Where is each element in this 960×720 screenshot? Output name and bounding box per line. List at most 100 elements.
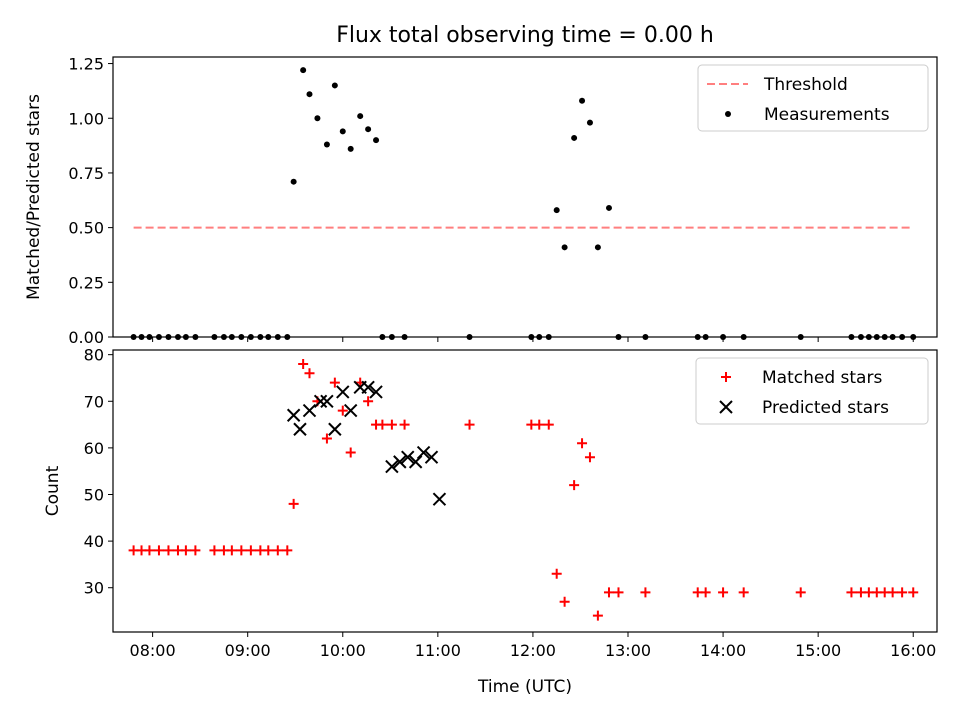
measurement-point bbox=[545, 334, 552, 340]
measurement-point bbox=[857, 334, 864, 340]
legend-measurement-swatch bbox=[725, 111, 731, 117]
predicted-star-point bbox=[336, 385, 350, 399]
measurement-point bbox=[331, 82, 338, 89]
legend-box bbox=[695, 357, 929, 425]
measurement-point bbox=[247, 334, 254, 340]
matched-star-point bbox=[559, 596, 570, 607]
y-tick-label: 0.75 bbox=[68, 164, 104, 183]
matched-star-point bbox=[377, 419, 388, 430]
predicted-star-point bbox=[424, 450, 439, 464]
matched-star-point bbox=[399, 419, 410, 430]
predicted-star-point bbox=[302, 403, 317, 418]
matched-star-point bbox=[795, 587, 806, 598]
measurement-point bbox=[238, 334, 245, 340]
matched-star-point bbox=[153, 545, 164, 556]
matched-star-point bbox=[363, 396, 374, 407]
matched-star-point bbox=[263, 545, 274, 556]
legend: Matched stars Predicted stars bbox=[695, 357, 929, 425]
x-tick-label: 13:00 bbox=[605, 641, 651, 660]
predicted-star-point bbox=[393, 455, 407, 469]
matched-star-point bbox=[321, 433, 332, 444]
chart-title: Flux total observing time = 0.00 h bbox=[336, 23, 714, 48]
measurement-point bbox=[314, 115, 321, 122]
matched-star-point bbox=[551, 568, 562, 579]
measurement-point bbox=[561, 244, 568, 251]
measurement-point bbox=[220, 334, 227, 340]
legend-label: Measurements bbox=[764, 105, 890, 125]
measurement-point bbox=[347, 145, 354, 152]
measurement-point bbox=[339, 128, 346, 135]
matched-star-point bbox=[569, 480, 580, 491]
x-tick-label: 16:00 bbox=[890, 641, 936, 660]
predicted-star-point bbox=[432, 492, 447, 506]
matched-star-point bbox=[386, 419, 397, 430]
x-tick-label: 12:00 bbox=[510, 641, 556, 660]
measurement-point bbox=[889, 334, 896, 340]
predicted-star-point bbox=[369, 385, 383, 399]
matched-star-point bbox=[180, 545, 191, 556]
predicted-star-point bbox=[293, 422, 307, 436]
measurement-point bbox=[881, 334, 888, 340]
x-tick-label: 09:00 bbox=[225, 641, 271, 660]
matched-star-point bbox=[337, 405, 348, 416]
measurement-point bbox=[865, 334, 872, 340]
y-tick-label: 50 bbox=[84, 485, 104, 504]
predicted-star-point bbox=[361, 380, 375, 394]
measurement-point bbox=[528, 334, 535, 340]
measurement-point bbox=[274, 334, 281, 340]
series-predicted-stars bbox=[286, 380, 447, 506]
matched-star-point bbox=[718, 587, 729, 598]
measurement-point bbox=[146, 334, 153, 340]
measurement-point bbox=[379, 334, 386, 340]
legend: Threshold Measurements bbox=[697, 64, 929, 132]
measurement-point bbox=[694, 334, 701, 340]
measurement-point bbox=[740, 334, 747, 340]
y-tick-label: 40 bbox=[84, 532, 104, 551]
measurement-point bbox=[720, 334, 727, 340]
measurement-point bbox=[702, 334, 709, 340]
predicted-star-point bbox=[313, 394, 328, 408]
measurement-point bbox=[615, 334, 622, 340]
matched-star-point bbox=[464, 419, 475, 430]
matched-star-point bbox=[700, 587, 711, 598]
y-axis-label: Count bbox=[43, 465, 63, 516]
x-axis-label: Time (UTC) bbox=[477, 677, 572, 697]
measurement-point bbox=[594, 244, 601, 251]
measurement-point bbox=[165, 334, 172, 340]
y-tick-label: 1.25 bbox=[68, 55, 104, 74]
matched-star-point bbox=[282, 545, 293, 556]
measurement-point bbox=[466, 334, 473, 340]
x-tick-label: 14:00 bbox=[700, 641, 746, 660]
y-tick-label: 60 bbox=[84, 439, 104, 458]
predicted-star-point bbox=[416, 445, 431, 460]
axes-frame bbox=[112, 349, 938, 633]
measurement-point bbox=[571, 134, 578, 141]
matched-star-point bbox=[144, 545, 155, 556]
matched-star-point bbox=[245, 545, 256, 556]
matched-star-point bbox=[304, 368, 315, 379]
measurement-point bbox=[388, 334, 395, 340]
y-tick-label: 1.00 bbox=[68, 109, 104, 128]
y-tick-label: 0.50 bbox=[68, 219, 104, 238]
measurement-point bbox=[130, 334, 137, 340]
measurement-point bbox=[323, 141, 330, 148]
matched-star-point bbox=[887, 587, 898, 598]
measurement-point bbox=[228, 334, 235, 340]
matched-star-point bbox=[329, 377, 340, 388]
y-tick-label: 30 bbox=[84, 579, 104, 598]
matched-star-point bbox=[603, 587, 614, 598]
legend-label: Matched stars bbox=[762, 368, 882, 388]
measurement-point bbox=[138, 334, 145, 340]
matched-star-point bbox=[345, 447, 356, 458]
matched-star-point bbox=[592, 610, 603, 621]
predicted-star-point bbox=[385, 459, 399, 474]
matched-star-point bbox=[236, 545, 247, 556]
matched-star-point bbox=[897, 587, 908, 598]
x-tick-label: 10:00 bbox=[320, 641, 366, 660]
matched-star-point bbox=[846, 587, 857, 598]
measurement-point bbox=[797, 334, 804, 340]
matched-star-point bbox=[908, 587, 919, 598]
axes-frame bbox=[112, 56, 938, 338]
matched-star-point bbox=[209, 545, 220, 556]
